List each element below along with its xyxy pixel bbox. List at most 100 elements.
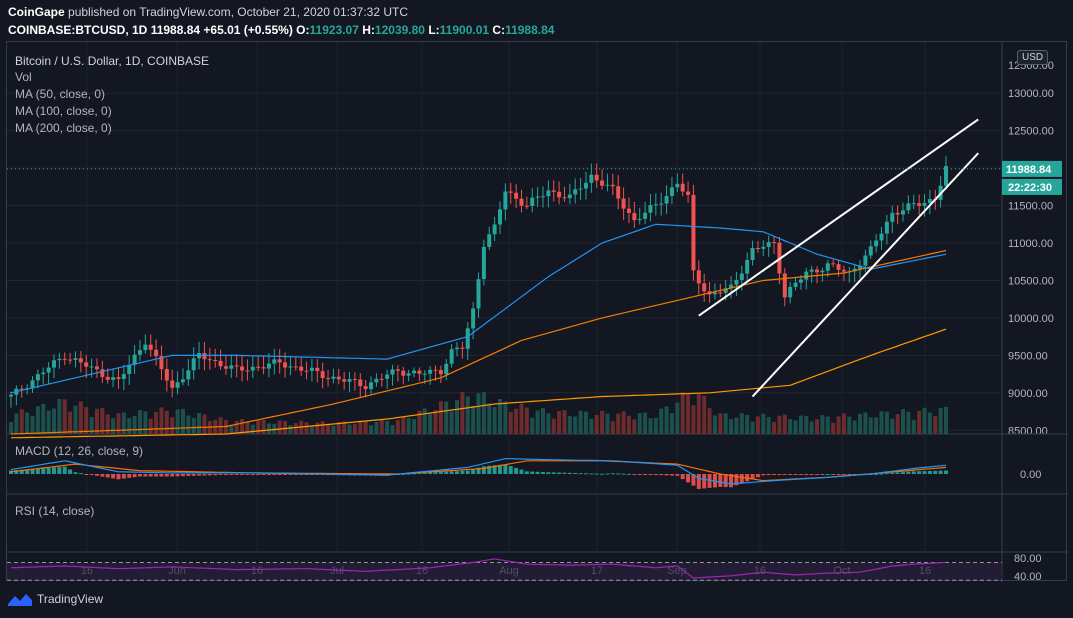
candle-body: [266, 363, 271, 369]
macd-histogram-bar: [218, 474, 223, 476]
candle-body: [600, 180, 605, 186]
macd-histogram-bar: [793, 474, 798, 475]
candle-body: [546, 190, 551, 197]
volume-bar: [519, 403, 524, 434]
macd-histogram-bar: [540, 472, 545, 474]
macd-histogram-bar: [884, 473, 889, 475]
candle-body: [551, 190, 556, 192]
candle-body: [336, 376, 341, 380]
candle-body: [841, 269, 846, 272]
volume-bar: [154, 411, 159, 434]
candle-body: [476, 279, 481, 309]
chart-frame[interactable]: 13000.0012500.0012000.0011500.0011000.00…: [6, 41, 1068, 582]
volume-bar: [412, 418, 417, 434]
candle-body: [583, 182, 588, 189]
macd-tick-label: 0.00: [1020, 469, 1041, 481]
candle-body: [798, 279, 803, 283]
macd-histogram-bar: [41, 468, 46, 474]
volume-bar: [336, 422, 341, 434]
candle-body: [223, 366, 228, 369]
macd-histogram-bar: [874, 473, 879, 475]
volume-bar: [46, 410, 51, 434]
legend-ma50: MA (50, close, 0): [15, 87, 106, 101]
macd-histogram-bar: [175, 474, 180, 477]
tradingview-logo[interactable]: TradingView: [8, 592, 103, 606]
volume-bar: [669, 413, 674, 434]
macd-histogram-bar: [820, 474, 825, 475]
macd-histogram-bar: [460, 470, 465, 474]
volume-bar: [831, 422, 836, 434]
candle-body: [315, 367, 320, 372]
candle-body: [309, 367, 314, 371]
candle-body: [299, 366, 304, 371]
macd-histogram-bar: [84, 474, 89, 475]
volume-bar: [390, 425, 395, 434]
candle-body: [401, 370, 406, 376]
macd-histogram-bar: [702, 474, 707, 489]
candle-body: [342, 379, 347, 382]
candle-body: [352, 379, 357, 381]
low-label: L:: [428, 23, 440, 37]
volume-bar: [218, 417, 223, 434]
volume-bar: [707, 408, 712, 434]
macd-histogram-bar: [35, 468, 40, 474]
candle-body: [261, 367, 266, 369]
volume-bar: [73, 405, 78, 434]
volume-bar: [30, 415, 35, 434]
candle-body: [637, 218, 642, 221]
candle-body: [487, 234, 492, 247]
volume-bar: [326, 423, 331, 434]
currency-badge[interactable]: USD: [1017, 50, 1049, 65]
candle-body: [530, 197, 535, 206]
candle-body: [46, 367, 51, 373]
volume-bar: [234, 420, 239, 434]
volume-bar: [68, 411, 73, 434]
volume-bar: [170, 417, 175, 434]
volume-bar: [363, 421, 368, 434]
volume-bar: [562, 410, 567, 434]
candle-body: [643, 212, 648, 219]
macd-histogram-bar: [73, 472, 78, 474]
price-chart[interactable]: 13000.0012500.0012000.0011500.0011000.00…: [7, 42, 1068, 582]
macd-histogram-bar: [487, 465, 492, 474]
candle-body: [836, 264, 841, 270]
legend-rsi: RSI (14, close): [15, 504, 95, 518]
volume-bar: [793, 420, 798, 434]
macd-histogram-bar: [202, 474, 207, 476]
volume-bar: [293, 423, 298, 434]
candle-body: [702, 283, 707, 292]
macd-histogram-bar: [691, 474, 696, 486]
macd-histogram-bar: [283, 474, 288, 475]
macd-histogram-bar: [530, 471, 535, 474]
volume-bar: [890, 418, 895, 434]
volume-bar: [723, 413, 728, 434]
volume-bar: [540, 408, 545, 434]
macd-histogram-bar: [159, 474, 164, 477]
candle-body: [508, 191, 513, 193]
volume-bar: [858, 413, 863, 434]
candle-body: [884, 221, 889, 234]
legend-ma200: MA (200, close, 0): [15, 121, 112, 135]
candle-body: [438, 370, 443, 375]
candle-body: [283, 362, 288, 368]
macd-histogram-bar: [804, 474, 809, 475]
volume-bar: [250, 424, 255, 434]
volume-bar: [78, 401, 83, 434]
ma100-line: [10, 249, 947, 435]
macd-histogram-bar: [551, 472, 556, 474]
volume-bar: [132, 415, 137, 434]
macd-histogram-bar: [492, 465, 497, 474]
macd-histogram-bar: [422, 472, 427, 474]
volume-bar: [653, 417, 658, 434]
macd-histogram-bar: [836, 474, 841, 475]
volume-bar: [503, 401, 508, 434]
macd-histogram-bar: [594, 473, 599, 475]
candle-body: [218, 360, 223, 367]
volume-bar: [342, 421, 347, 434]
candle-body: [739, 273, 744, 280]
volume-bar: [283, 420, 288, 434]
macd-histogram-bar: [583, 473, 588, 475]
volume-bar: [175, 409, 180, 434]
candle-body: [653, 204, 658, 206]
candle-body: [111, 377, 116, 380]
